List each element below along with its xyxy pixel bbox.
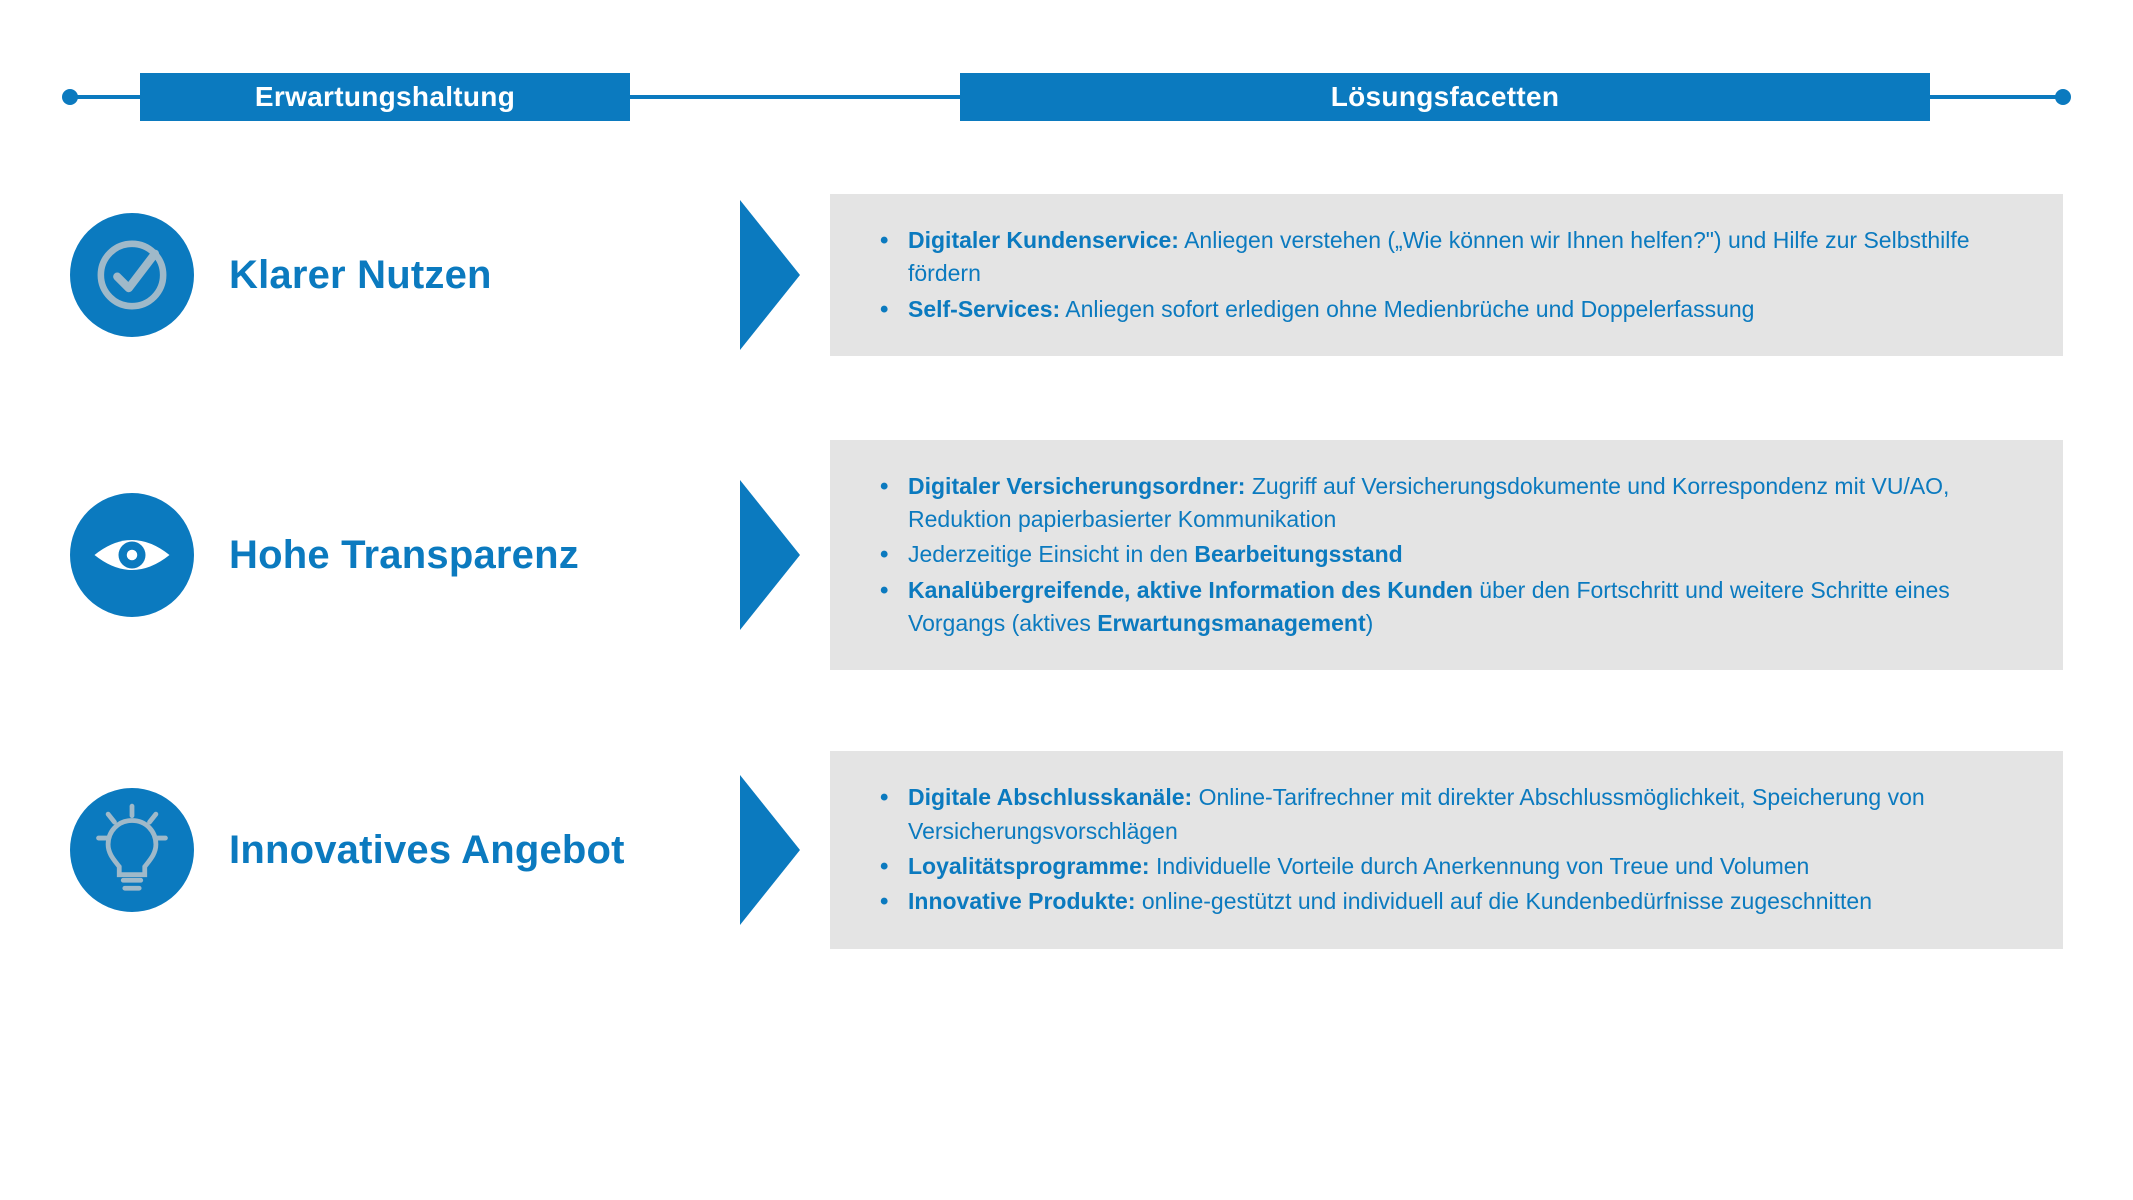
row-left: Hohe Transparenz [70,493,710,617]
facet-item: Self-Services: Anliegen sofort erledigen… [880,293,2023,326]
facet-item: Loyalitätsprogramme: Individuelle Vortei… [880,850,2023,883]
facet-list: Digitaler Kundenservice: Anliegen verste… [880,224,2023,326]
eye-icon [70,493,194,617]
facet-item: Digitaler Versicherungsordner: Zugriff a… [880,470,2023,537]
facet-item: Digitale Abschlusskanäle: Online-Tarifre… [880,781,2023,848]
row-klarer-nutzen: Klarer Nutzen Digitaler Kundenservice: A… [70,185,2063,365]
row-title: Klarer Nutzen [229,253,492,298]
row-left: Klarer Nutzen [70,213,710,337]
row-left: Innovatives Angebot [70,788,710,912]
header-dot-right [2055,89,2071,105]
facet-item: Digitaler Kundenservice: Anliegen verste… [880,224,2023,291]
arrow-right-icon [740,200,800,350]
row-title: Hohe Transparenz [229,533,579,578]
diagram-stage: Erwartungshaltung Lösungsfacetten Klarer… [0,0,2133,1200]
arrow-right-icon [740,775,800,925]
row-title: Innovatives Angebot [229,828,625,873]
facet-panel: Digitaler Versicherungsordner: Zugriff a… [830,440,2063,671]
facet-list: Digitaler Versicherungsordner: Zugriff a… [880,470,2023,641]
facet-list: Digitale Abschlusskanäle: Online-Tarifre… [880,781,2023,918]
arrow-col [710,775,830,925]
row-innovatives-angebot: Innovatives Angebot Digitale Abschlusska… [70,750,2063,950]
arrow-right-icon [740,480,800,630]
lightbulb-icon [70,788,194,912]
arrow-col [710,480,830,630]
header-pill-loesungsfacetten: Lösungsfacetten [960,73,1930,121]
header-dot-left [62,89,78,105]
facet-panel: Digitale Abschlusskanäle: Online-Tarifre… [830,751,2063,948]
facet-panel: Digitaler Kundenservice: Anliegen verste… [830,194,2063,356]
facet-item: Jederzeitige Einsicht in den Bearbeitung… [880,538,2023,571]
check-icon [70,213,194,337]
facet-item: Kanalübergreifende, aktive Information d… [880,574,2023,641]
facet-item: Innovative Produkte: online-gestützt und… [880,885,2023,918]
row-hohe-transparenz: Hohe Transparenz Digitaler Versicherungs… [70,455,2063,655]
header-pill-erwartungshaltung: Erwartungshaltung [140,73,630,121]
arrow-col [710,200,830,350]
